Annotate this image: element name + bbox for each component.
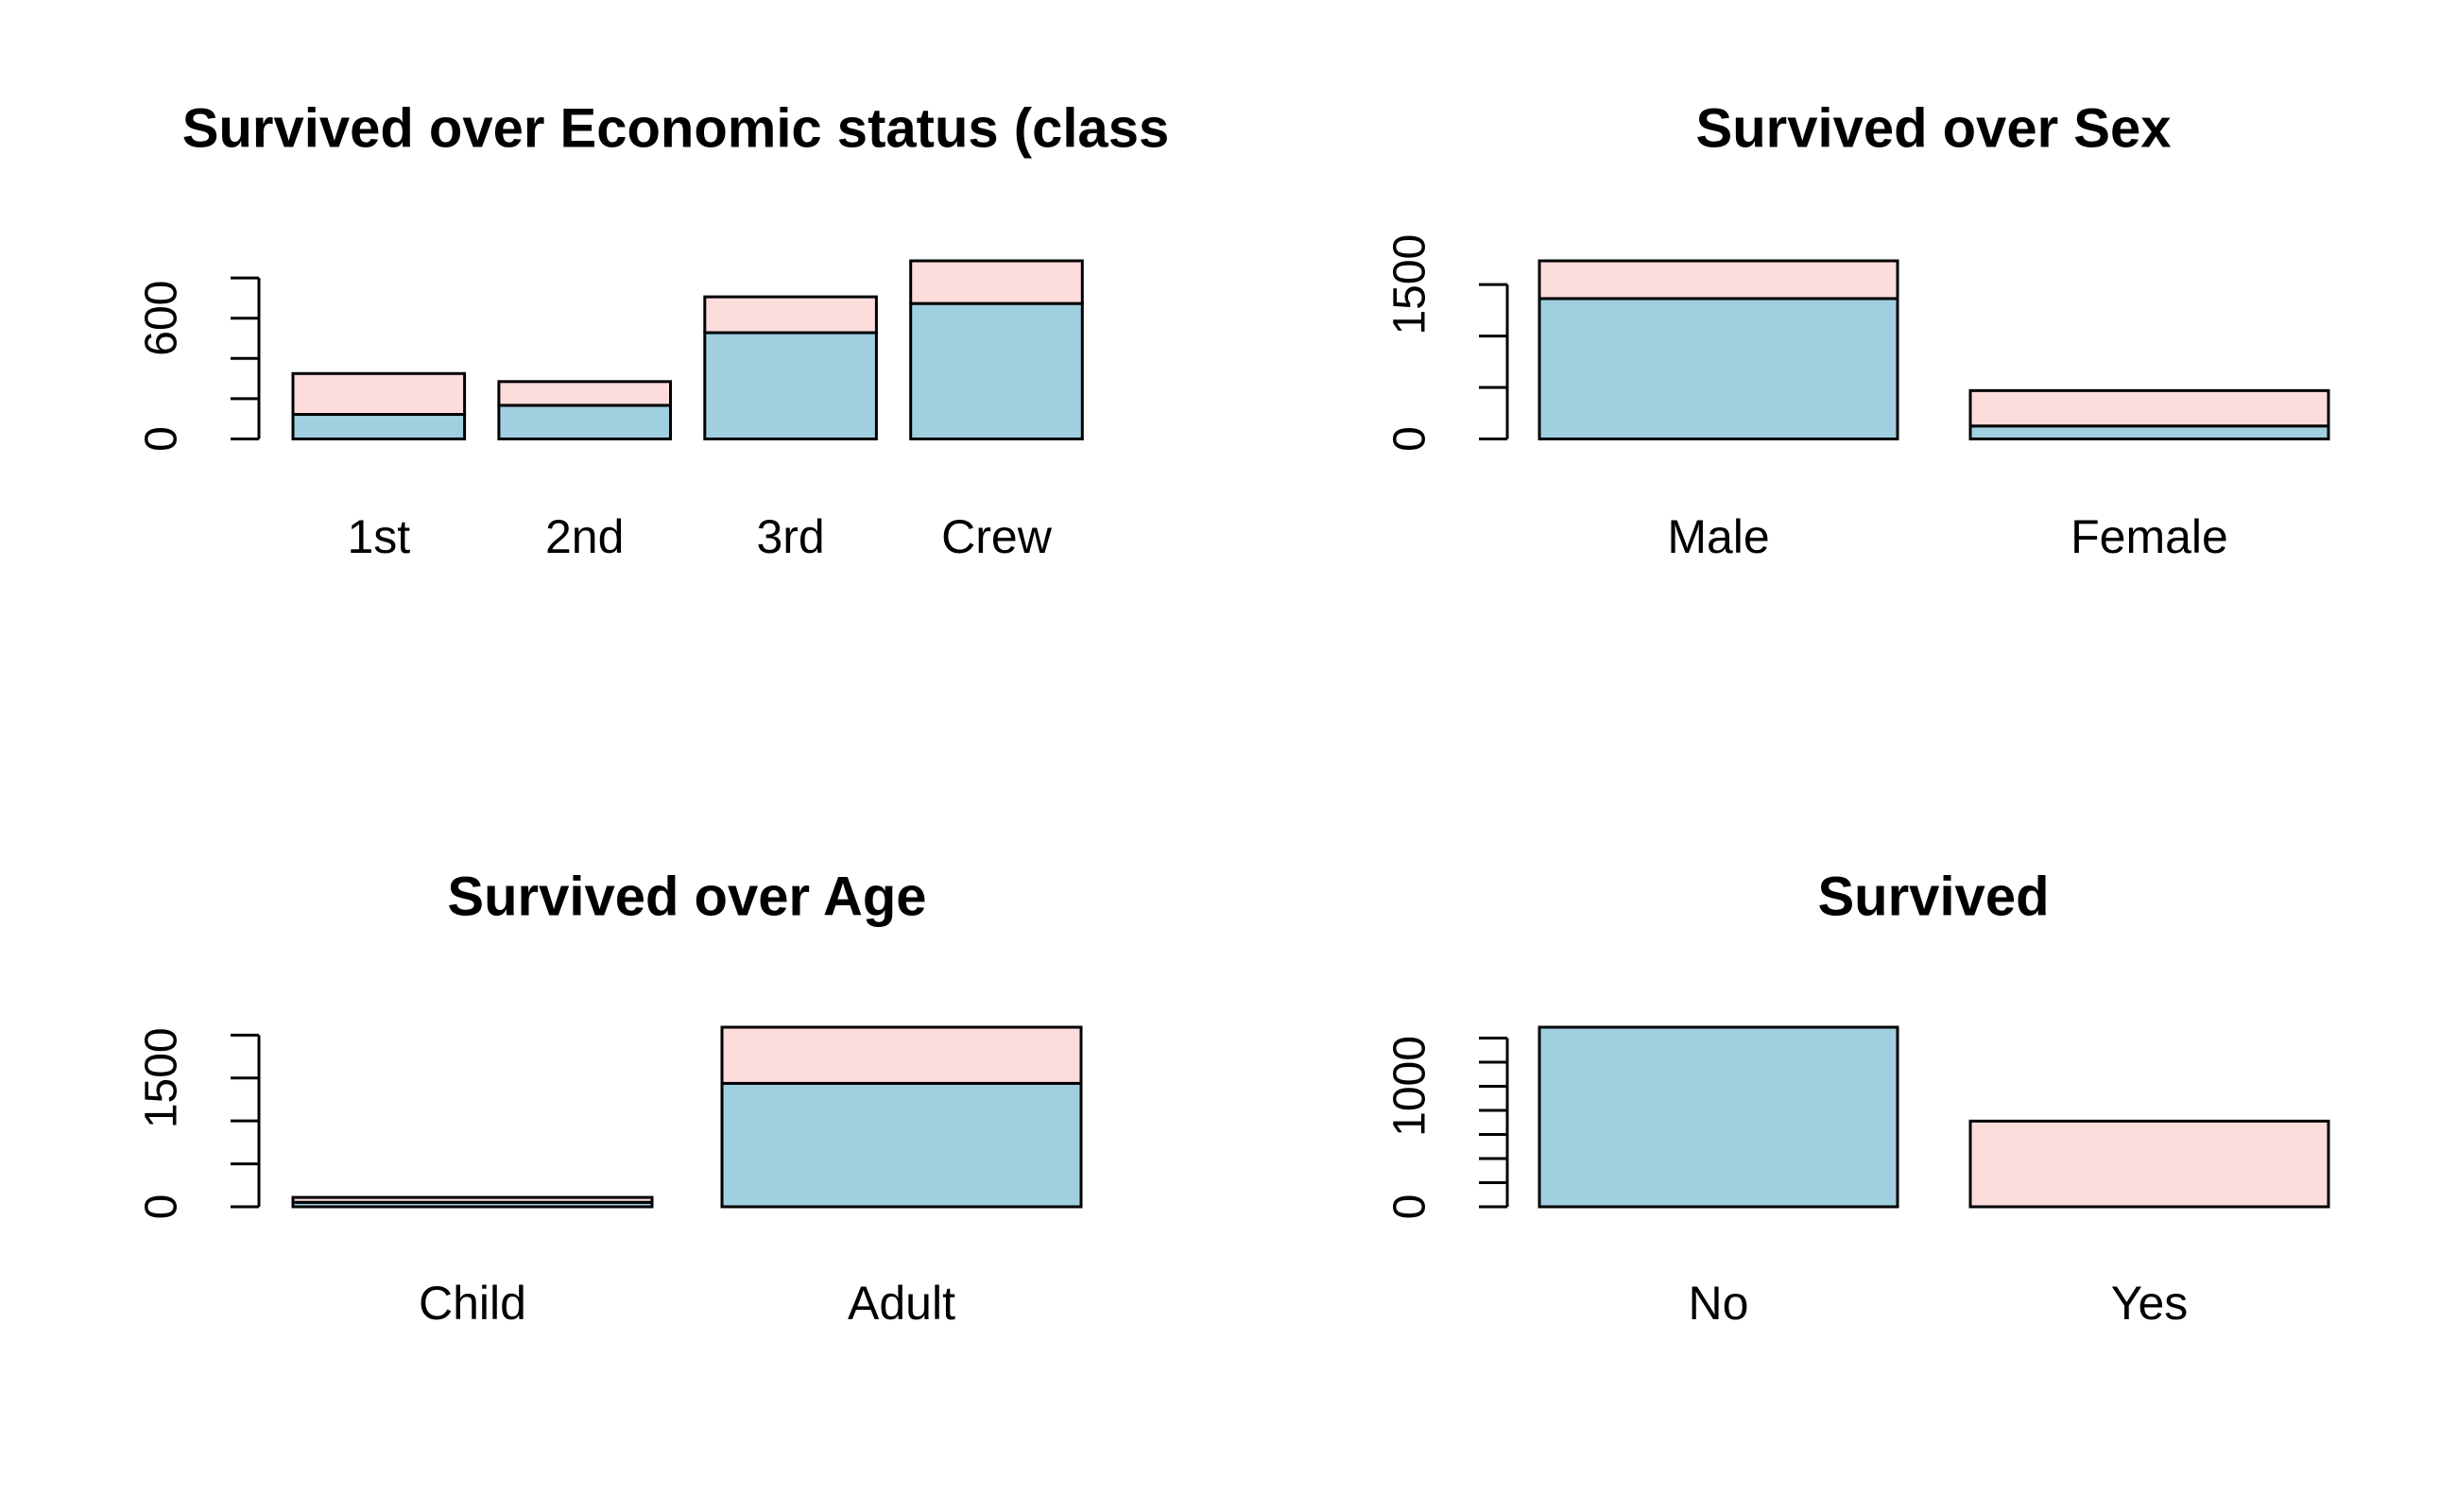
y-tick-label: 0 [1385,426,1435,452]
bar-segment [909,301,1084,441]
y-tick-label: 0 [137,1194,187,1220]
bar-segment [909,259,1084,305]
bar [1968,1119,2330,1209]
x-tick-label: Adult [848,1277,955,1330]
x-tick-label: No [1689,1277,1749,1330]
bar-segment [720,1081,1083,1209]
bar-segment [703,295,878,335]
x-tick-label: 3rd [756,510,824,563]
bar-segment [1538,259,1899,301]
bar-segment [291,413,467,440]
bar-segment [703,331,878,440]
y-tick-label: 600 [137,281,187,356]
bar-segment [291,371,467,417]
y-tick-label: 1500 [1385,234,1435,335]
x-tick-label: Female [2070,510,2228,563]
y-tick-label: 0 [1385,1194,1435,1220]
x-tick-label: Child [419,1277,526,1330]
chart-title: Survived over Economic status (class [182,97,1169,159]
x-tick-label: Yes [2111,1277,2189,1330]
y-tick-label: 0 [137,426,187,452]
bar-segment [720,1025,1083,1085]
x-tick-label: Male [1667,510,1769,563]
chart-title: Survived [1818,866,2050,927]
y-tick-label: 1000 [1385,1036,1435,1137]
bar-segment [291,1195,654,1204]
bar-segment [1968,388,2330,428]
chart-title: Survived over Age [447,866,926,927]
y-tick-label: 1500 [137,1027,187,1128]
x-tick-label: 1st [347,510,410,563]
bar [1538,1025,1899,1209]
bar-segment [1538,297,1899,441]
chart-title: Survived over Sex [1696,97,2172,159]
bar-segment [497,380,673,407]
x-tick-label: Crew [941,510,1053,563]
bar-segment [1968,424,2330,440]
bar-segment [497,404,673,440]
x-tick-label: 2nd [545,510,624,563]
